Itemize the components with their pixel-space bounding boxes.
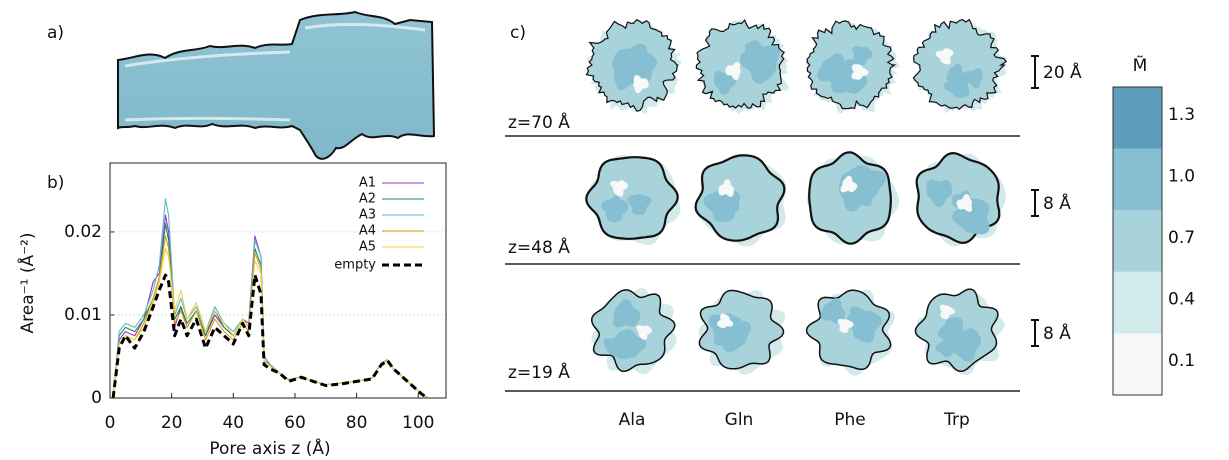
figure: a) b) c) z=70 Å z=48 Å z=19 Å 20 Å 8 Å 8… <box>0 0 1229 460</box>
slice-label: z=48 Å <box>508 236 570 258</box>
page: {"figure": { "panel_labels": ["a)", "b)"… <box>0 0 1229 460</box>
residue-label: Ala <box>619 410 646 430</box>
residue-label: Gln <box>725 410 754 430</box>
slice-shape <box>592 290 675 371</box>
colorbar-tick-label: 0.4 <box>1168 290 1195 310</box>
legend-label: empty <box>334 258 376 273</box>
y-axis-label: Area⁻¹ (Å⁻²) <box>16 233 38 334</box>
x-tick-label: 100 <box>402 413 434 433</box>
x-axis-label: Pore axis z (Å) <box>209 437 330 459</box>
panel-label: c) <box>510 23 526 43</box>
residue-label: Trp <box>943 410 970 430</box>
pore-shape <box>118 12 434 159</box>
scale-bar <box>1031 320 1039 346</box>
legend-label: A5 <box>359 240 376 255</box>
scale-bar <box>1031 190 1039 216</box>
legend-label: A3 <box>359 208 376 223</box>
x-tick-label: 40 <box>222 413 244 433</box>
x-tick-label: 80 <box>346 413 368 433</box>
colorbar-tick-label: 0.1 <box>1168 351 1195 371</box>
series-line <box>113 275 427 398</box>
legend-label: A4 <box>359 224 376 239</box>
slice-label: z=19 Å <box>508 361 570 383</box>
colorbar-band <box>1113 210 1162 272</box>
colorbar-tick-label: 0.7 <box>1168 228 1195 248</box>
y-tick-label: 0.01 <box>64 305 102 325</box>
colorbar-title: M̃ <box>1133 55 1148 76</box>
scale-label: 8 Å <box>1043 192 1071 214</box>
series-line <box>113 215 427 398</box>
y-tick-label: 0 <box>91 388 102 408</box>
scale-bar <box>1031 56 1039 88</box>
series-line <box>113 199 427 398</box>
y-tick-label: 0.02 <box>64 222 102 242</box>
x-tick-label: 0 <box>105 413 116 433</box>
panel-label: b) <box>47 173 64 193</box>
colorbar-band <box>1113 87 1162 149</box>
colorbar-tick-label: 1.3 <box>1168 105 1195 125</box>
colorbar-band <box>1113 149 1162 211</box>
pore-slices <box>586 19 1008 376</box>
plot-frame <box>110 163 446 398</box>
colorbar-band <box>1113 333 1162 395</box>
x-tick-label: 20 <box>161 413 183 433</box>
panel-label: a) <box>47 23 64 43</box>
colorbar-band <box>1113 272 1162 334</box>
scale-label: 8 Å <box>1043 322 1071 344</box>
legend-label: A1 <box>359 176 376 191</box>
scale-label: 20 Å <box>1043 61 1082 83</box>
residue-label: Phe <box>834 410 866 430</box>
slice-label: z=70 Å <box>508 111 570 133</box>
legend-label: A2 <box>359 192 376 207</box>
colorbar-tick-label: 1.0 <box>1168 166 1195 186</box>
x-tick-label: 60 <box>284 413 306 433</box>
